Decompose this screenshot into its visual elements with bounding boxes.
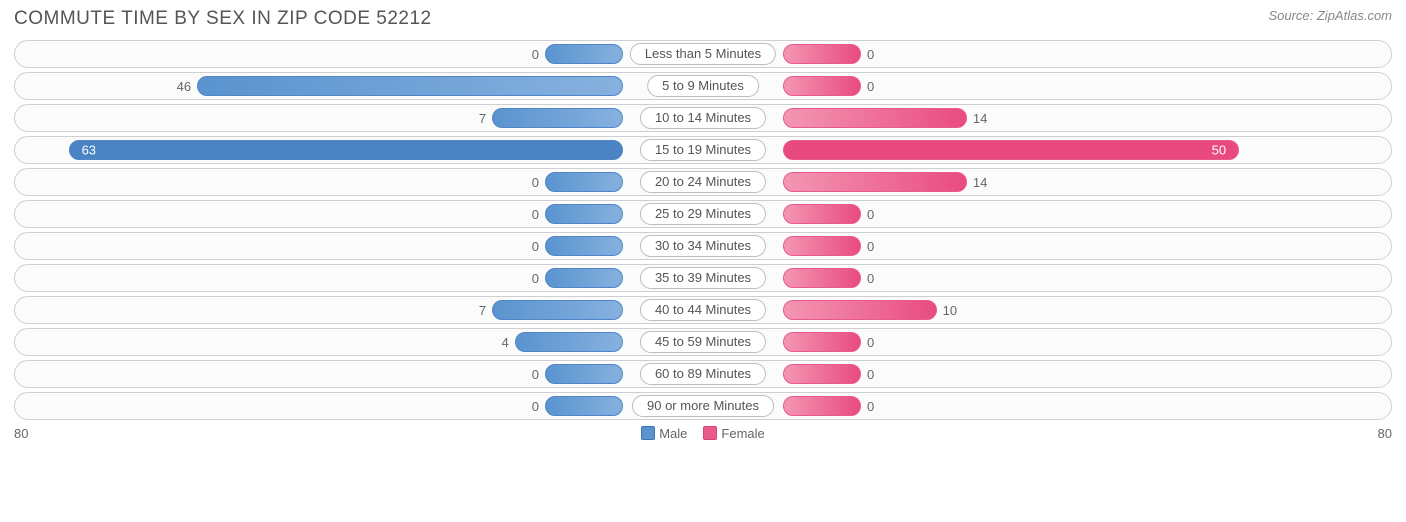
chart-row: 0 0 60 to 89 Minutes bbox=[14, 360, 1392, 388]
female-bar bbox=[783, 364, 861, 384]
category-label: 35 to 39 Minutes bbox=[640, 267, 766, 289]
diverging-bar-chart: COMMUTE TIME BY SEX IN ZIP CODE 52212 So… bbox=[0, 0, 1406, 522]
female-value: 14 bbox=[967, 111, 993, 126]
chart-source: Source: ZipAtlas.com bbox=[1268, 8, 1392, 23]
chart-row: 46 0 5 to 9 Minutes bbox=[14, 72, 1392, 100]
female-bar bbox=[783, 268, 861, 288]
male-value: 0 bbox=[526, 175, 545, 190]
female-value: 0 bbox=[861, 399, 880, 414]
chart-row: 0 0 30 to 34 Minutes bbox=[14, 232, 1392, 260]
chart-row: 0 0 90 or more Minutes bbox=[14, 392, 1392, 420]
male-bar bbox=[545, 268, 623, 288]
female-bar: 50 bbox=[783, 140, 1239, 160]
female-bar bbox=[783, 76, 861, 96]
chart-row: 7 10 40 to 44 Minutes bbox=[14, 296, 1392, 324]
male-value: 7 bbox=[473, 111, 492, 126]
male-bar bbox=[197, 76, 623, 96]
category-label: 10 to 14 Minutes bbox=[640, 107, 766, 129]
chart-row: 63 50 15 to 19 Minutes bbox=[14, 136, 1392, 164]
female-swatch-icon bbox=[703, 426, 717, 440]
male-bar bbox=[545, 236, 623, 256]
category-label: 45 to 59 Minutes bbox=[640, 331, 766, 353]
female-value: 0 bbox=[861, 335, 880, 350]
male-value: 0 bbox=[526, 207, 545, 222]
chart-row: 0 14 20 to 24 Minutes bbox=[14, 168, 1392, 196]
category-label: 40 to 44 Minutes bbox=[640, 299, 766, 321]
chart-row: 0 0 Less than 5 Minutes bbox=[14, 40, 1392, 68]
male-bar bbox=[545, 396, 623, 416]
female-value: 0 bbox=[861, 207, 880, 222]
chart-row: 0 0 35 to 39 Minutes bbox=[14, 264, 1392, 292]
female-value: 0 bbox=[861, 271, 880, 286]
axis-right-max: 80 bbox=[1378, 426, 1392, 441]
legend-male: Male bbox=[641, 426, 687, 441]
female-bar bbox=[783, 332, 861, 352]
male-value: 46 bbox=[171, 79, 197, 94]
chart-row: 7 14 10 to 14 Minutes bbox=[14, 104, 1392, 132]
male-value: 7 bbox=[473, 303, 492, 318]
male-bar bbox=[545, 204, 623, 224]
chart-row: 4 0 45 to 59 Minutes bbox=[14, 328, 1392, 356]
category-label: 30 to 34 Minutes bbox=[640, 235, 766, 257]
male-swatch-icon bbox=[641, 426, 655, 440]
male-value: 0 bbox=[526, 239, 545, 254]
female-bar bbox=[783, 236, 861, 256]
legend: Male Female bbox=[641, 426, 765, 441]
category-label: 5 to 9 Minutes bbox=[647, 75, 759, 97]
female-bar bbox=[783, 44, 861, 64]
axis-left-max: 80 bbox=[14, 426, 28, 441]
category-label: Less than 5 Minutes bbox=[630, 43, 776, 65]
category-label: 25 to 29 Minutes bbox=[640, 203, 766, 225]
category-label: 60 to 89 Minutes bbox=[640, 363, 766, 385]
female-bar bbox=[783, 108, 967, 128]
male-bar bbox=[545, 44, 623, 64]
female-value: 10 bbox=[937, 303, 963, 318]
male-bar bbox=[545, 364, 623, 384]
legend-male-label: Male bbox=[659, 426, 687, 441]
category-label: 15 to 19 Minutes bbox=[640, 139, 766, 161]
female-bar bbox=[783, 300, 937, 320]
female-value: 0 bbox=[861, 367, 880, 382]
chart-title: COMMUTE TIME BY SEX IN ZIP CODE 52212 bbox=[14, 8, 432, 30]
category-label: 20 to 24 Minutes bbox=[640, 171, 766, 193]
chart-footer: 80 Male Female 80 bbox=[14, 426, 1392, 441]
male-value: 4 bbox=[496, 335, 515, 350]
female-value: 14 bbox=[967, 175, 993, 190]
male-bar bbox=[515, 332, 623, 352]
category-label: 90 or more Minutes bbox=[632, 395, 774, 417]
male-value: 0 bbox=[526, 367, 545, 382]
male-bar bbox=[545, 172, 623, 192]
male-value: 0 bbox=[526, 47, 545, 62]
female-bar bbox=[783, 172, 967, 192]
male-value: 0 bbox=[526, 399, 545, 414]
female-value: 0 bbox=[861, 47, 880, 62]
male-value: 0 bbox=[526, 271, 545, 286]
female-value: 0 bbox=[861, 79, 880, 94]
male-value: 63 bbox=[76, 143, 102, 158]
chart-rows: 0 0 Less than 5 Minutes 46 0 5 to 9 Minutes 7 1… bbox=[14, 40, 1392, 420]
female-value: 50 bbox=[1206, 143, 1232, 158]
female-bar bbox=[783, 204, 861, 224]
male-bar bbox=[492, 108, 623, 128]
chart-row: 0 0 25 to 29 Minutes bbox=[14, 200, 1392, 228]
female-bar bbox=[783, 396, 861, 416]
male-bar: 63 bbox=[69, 140, 623, 160]
female-value: 0 bbox=[861, 239, 880, 254]
legend-female-label: Female bbox=[721, 426, 764, 441]
legend-female: Female bbox=[703, 426, 764, 441]
chart-header: COMMUTE TIME BY SEX IN ZIP CODE 52212 So… bbox=[14, 8, 1392, 30]
male-bar bbox=[492, 300, 623, 320]
